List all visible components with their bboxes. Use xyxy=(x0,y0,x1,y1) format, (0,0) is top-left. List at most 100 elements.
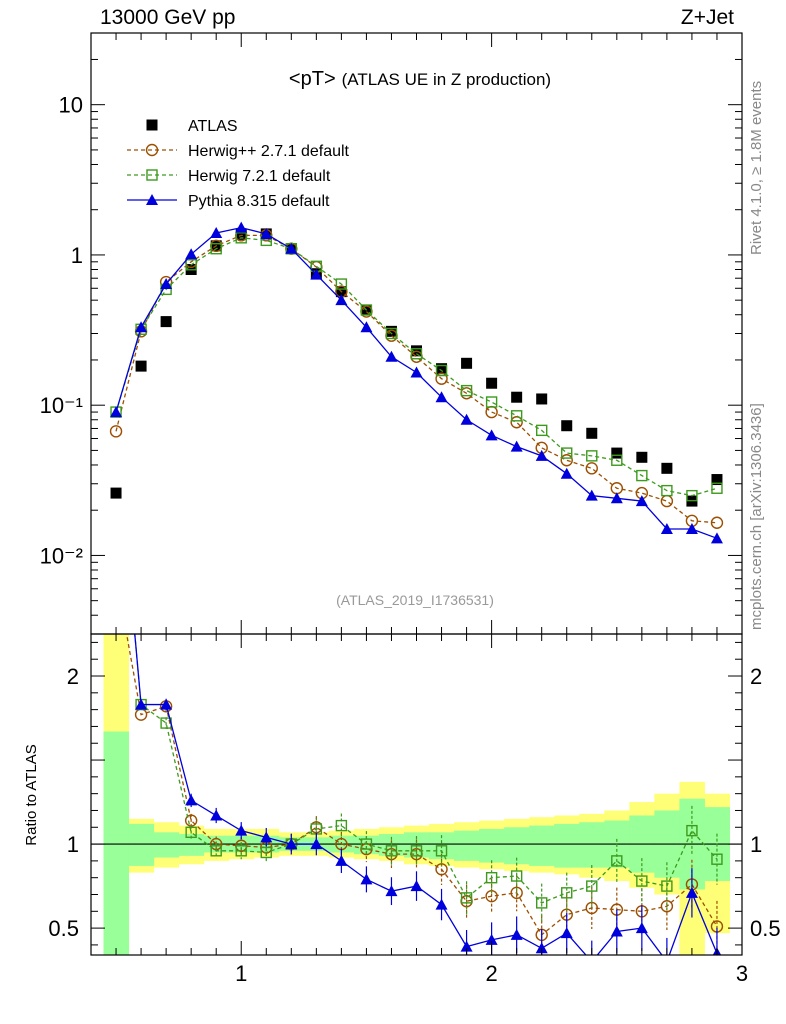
ratio-point-herwig-7-2-1-default xyxy=(260,846,272,859)
data-point-atlas xyxy=(511,391,523,403)
x-tick-label: 1 xyxy=(235,961,247,986)
ratio-point-pythia-8-315-default xyxy=(185,794,198,806)
data-point-pythia-8-315-default xyxy=(110,406,123,418)
data-point-pythia-8-315-default xyxy=(335,294,348,306)
ratio-point-herwig-7-2-1-default xyxy=(460,892,473,904)
data-point-atlas xyxy=(110,487,122,499)
analysis-label: (ATLAS_2019_I1736531) xyxy=(336,592,494,608)
data-point-pythia-8-315-default xyxy=(585,489,598,501)
ratio-point-pythia-8-315-default xyxy=(435,898,448,910)
uncertainty-band-green xyxy=(554,823,580,868)
data-point-herwig-2-7-1-default xyxy=(710,516,724,529)
ratio-point-pythia-8-315-default xyxy=(535,942,548,954)
data-point-atlas xyxy=(486,377,498,389)
ratio-point-pythia-8-315-default xyxy=(560,927,573,939)
data-point-pythia-8-315-default xyxy=(210,226,223,238)
data-point-herwig-7-2-1-default xyxy=(410,348,423,360)
plot-title: <pT> (ATLAS UE in Z production) xyxy=(289,68,551,90)
ratio-point-herwig-7-2-1-default xyxy=(385,845,398,857)
data-point-pythia-8-315-default xyxy=(360,321,373,333)
ratio-point-pythia-8-315-default xyxy=(485,933,498,945)
uncertainty-band-green xyxy=(378,833,405,856)
ratio-point-herwig-7-2-1-default xyxy=(210,845,222,857)
y-tick-label: 10⁻² xyxy=(40,543,83,568)
header-left: 13000 GeV pp xyxy=(100,6,236,29)
data-point-pythia-8-315-default xyxy=(285,242,298,254)
ratio-point-pythia-8-315-default xyxy=(210,809,223,821)
series-line-herwig-2-7-1-default xyxy=(115,234,718,524)
ratio-point-pythia-8-315-default xyxy=(460,940,473,952)
ratio-point-pythia-8-315-default xyxy=(610,925,623,937)
data-point-herwig-2-7-1-default xyxy=(510,416,523,429)
ratio-point-pythia-8-315-default xyxy=(235,824,248,836)
ratio-point-herwig-7-2-1-default xyxy=(561,887,573,899)
data-point-atlas xyxy=(586,427,598,439)
uncertainty-band-green xyxy=(454,830,480,861)
legend-label-herwig-7-2-1-default: Herwig 7.2.1 default xyxy=(188,168,331,185)
data-point-herwig-7-2-1-default xyxy=(185,259,197,271)
data-point-pythia-8-315-default xyxy=(185,248,198,260)
data-point-herwig-7-2-1-default xyxy=(335,278,348,290)
data-point-pythia-8-315-default xyxy=(560,467,573,479)
data-point-atlas xyxy=(536,393,548,405)
ratio-point-herwig-2-7-1-default xyxy=(111,570,122,581)
uncertainty-band-green xyxy=(529,825,555,866)
ratio-y-tick-label: 0.5 xyxy=(48,916,79,941)
data-point-herwig-7-2-1-default xyxy=(485,396,498,408)
ratio-point-pythia-8-315-default xyxy=(260,831,273,843)
ratio-point-pythia-8-315-default xyxy=(360,873,373,885)
ratio-point-herwig-7-2-1-default xyxy=(686,824,698,837)
data-point-pythia-8-315-default xyxy=(410,366,423,378)
data-point-atlas xyxy=(461,357,473,369)
data-point-pythia-8-315-default xyxy=(310,268,323,280)
data-point-herwig-7-2-1-default xyxy=(611,454,623,466)
ratio-point-herwig-7-2-1-default xyxy=(636,875,648,887)
data-point-herwig-7-2-1-default xyxy=(661,484,673,497)
data-point-atlas xyxy=(135,360,147,372)
data-point-pythia-8-315-default xyxy=(435,391,448,403)
data-point-pythia-8-315-default xyxy=(610,492,623,504)
data-point-herwig-7-2-1-default xyxy=(360,304,373,316)
ratio-point-herwig-7-2-1-default xyxy=(185,826,197,839)
data-point-atlas xyxy=(235,228,247,240)
ratio-plot-area xyxy=(91,570,742,955)
legend: ATLAS Herwig++ 2.7.1 default Herwig 7.2.1 … xyxy=(127,118,350,210)
data-point-herwig-7-2-1-default xyxy=(686,489,698,502)
y-tick-label: 1 xyxy=(71,243,83,268)
ratio-y-tick-label-right: 1 xyxy=(750,832,762,857)
ratio-point-pythia-8-315-default xyxy=(135,698,148,710)
data-point-herwig-2-7-1-default xyxy=(585,462,598,475)
x-tick-label: 3 xyxy=(736,961,748,986)
ratio-point-herwig-7-2-1-default xyxy=(661,880,673,892)
ratio-point-herwig-7-2-1-default xyxy=(535,897,548,909)
ratio-point-herwig-7-2-1-default xyxy=(510,870,523,882)
ratio-y-tick-label-right: 0.5 xyxy=(750,916,781,941)
ratio-point-pythia-8-315-default xyxy=(310,838,323,850)
data-point-pythia-8-315-default xyxy=(460,413,473,425)
data-point-pythia-8-315-default xyxy=(260,227,273,239)
legend-label-atlas: ATLAS xyxy=(188,118,238,135)
ratio-point-herwig-2-7-1-default xyxy=(660,900,674,913)
title-main: <pT> xyxy=(289,68,336,90)
ratio-ylabel: Ratio to ATLAS xyxy=(23,744,40,845)
series-line-pythia-8-315-default xyxy=(115,226,718,539)
legend-marker-herwig-7-2-1-default xyxy=(146,169,158,181)
data-point-atlas xyxy=(436,363,448,375)
legend-marker-atlas xyxy=(146,119,158,131)
series-herwig-2-7-1-default xyxy=(109,229,724,529)
data-point-herwig-7-2-1-default xyxy=(561,447,573,459)
y-tick-label: 10 xyxy=(59,93,83,118)
ratio-point-pythia-8-315-default xyxy=(410,880,423,892)
ratio-series-pythia-8-315-default xyxy=(134,634,722,955)
ratio-point-pythia-8-315-default xyxy=(635,922,648,934)
ratio-point-herwig-7-2-1-default xyxy=(485,871,498,884)
data-point-atlas xyxy=(385,325,397,337)
legend-marker-pythia-8-315-default xyxy=(146,194,158,205)
data-point-herwig-2-7-1-default xyxy=(109,425,123,438)
ratio-point-herwig-2-7-1-default xyxy=(435,863,448,876)
side-label-version: Rivet 4.1.0, ≥ 1.8M events xyxy=(748,80,765,255)
ratio-point-pythia-8-315-default xyxy=(385,885,398,897)
series-line-herwig-7-2-1-default xyxy=(115,237,718,497)
ratio-point-pythia-8-315-default xyxy=(335,854,348,866)
